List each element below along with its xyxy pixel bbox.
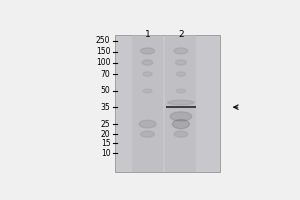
Bar	[115, 35, 220, 172]
Ellipse shape	[170, 112, 192, 121]
Ellipse shape	[172, 119, 189, 129]
Text: 15: 15	[101, 139, 110, 148]
Text: 250: 250	[96, 36, 110, 45]
Ellipse shape	[143, 89, 152, 93]
Text: 25: 25	[101, 120, 110, 129]
Bar	[132, 35, 163, 172]
Text: 35: 35	[100, 103, 110, 112]
Text: 2: 2	[178, 30, 184, 39]
Text: 1: 1	[145, 30, 150, 39]
Bar	[165, 35, 196, 172]
Ellipse shape	[141, 131, 154, 137]
Text: 10: 10	[101, 149, 110, 158]
Ellipse shape	[174, 48, 188, 54]
Ellipse shape	[142, 60, 153, 65]
Text: 20: 20	[101, 130, 110, 139]
Text: 100: 100	[96, 58, 110, 67]
Bar	[166, 106, 196, 108]
Ellipse shape	[176, 72, 185, 76]
Ellipse shape	[139, 120, 156, 128]
Text: 50: 50	[100, 86, 110, 95]
Text: 70: 70	[100, 70, 110, 79]
Ellipse shape	[176, 60, 186, 65]
Ellipse shape	[174, 131, 188, 137]
Text: 150: 150	[96, 47, 110, 56]
Ellipse shape	[176, 89, 185, 93]
Ellipse shape	[168, 100, 194, 105]
Ellipse shape	[143, 72, 152, 76]
Ellipse shape	[141, 48, 154, 54]
